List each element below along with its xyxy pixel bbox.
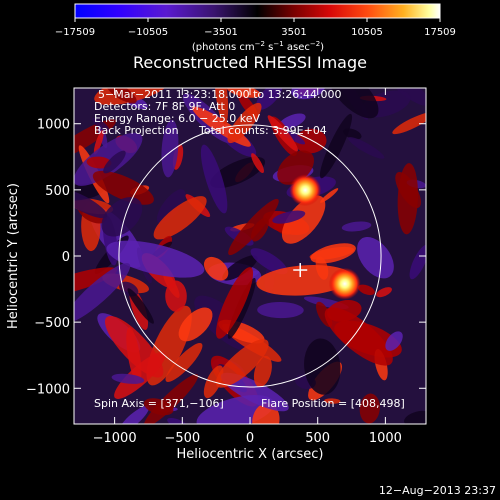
colorbar-tick-label: 17509 (424, 27, 456, 38)
colorbar-ticks: −17509 −10505 −3501 3501 10505 17509 (55, 18, 456, 38)
colorbar-label: (photons cm−2 s−1 asec−2) (192, 40, 324, 53)
x-tick-label: 0 (246, 431, 254, 446)
spin-axis-marker (293, 263, 308, 278)
x-axis-label: Heliocentric X (arcsec) (177, 447, 324, 462)
chart-title: Reconstructed RHESSI Image (133, 53, 367, 72)
solar-limb-circle (118, 124, 382, 388)
timestamp: 12−Aug−2013 23:37 (379, 484, 496, 497)
colorbar-tick-label: −17509 (55, 27, 95, 38)
flare-sources (289, 174, 361, 300)
flare-source (328, 267, 361, 300)
total-counts-text: Total counts: 3.99E+04 (198, 124, 327, 137)
x-tick-label: 500 (305, 431, 330, 446)
y-tick-label: −500 (34, 316, 70, 331)
x-tick-label: 1000 (369, 431, 402, 446)
colorbar-tick-label: −10505 (128, 27, 168, 38)
time-range-text: 5−Mar−2011 13:23:18.000 to 13:26:44.000 (98, 88, 342, 101)
energy-range-text: Energy Range: 6.0 − 25.0 keV (94, 112, 261, 125)
y-axis-label: Heliocentric Y (arcsec) (6, 183, 21, 329)
image-texture (74, 88, 426, 424)
detectors-text: Detectors: 7F 8F 9F, Att 0 (94, 100, 235, 113)
y-tick-label: 1000 (37, 118, 70, 133)
y-tick-label: 0 (62, 250, 70, 265)
flare-source (289, 174, 322, 207)
x-axis: −1000 −500 0 500 1000 (93, 88, 402, 446)
y-axis: −1000 −500 0 500 1000 (26, 118, 426, 397)
method-text: Back Projection (94, 124, 179, 137)
y-tick-label: −1000 (26, 382, 70, 397)
x-tick-label: −1000 (93, 431, 137, 446)
image-area (74, 88, 426, 424)
colorbar (74, 3, 441, 19)
colorbar-tick-label: 3501 (281, 27, 306, 38)
y-tick-label: 500 (45, 184, 70, 199)
colorbar-tick-label: −3501 (204, 27, 238, 38)
spin-axis-text: Spin Axis = [371,−106] (94, 397, 224, 410)
x-tick-label: −500 (164, 431, 200, 446)
colorbar-tick-label: 10505 (351, 27, 383, 38)
flare-position-text: Flare Position = [408,498] (261, 397, 405, 410)
